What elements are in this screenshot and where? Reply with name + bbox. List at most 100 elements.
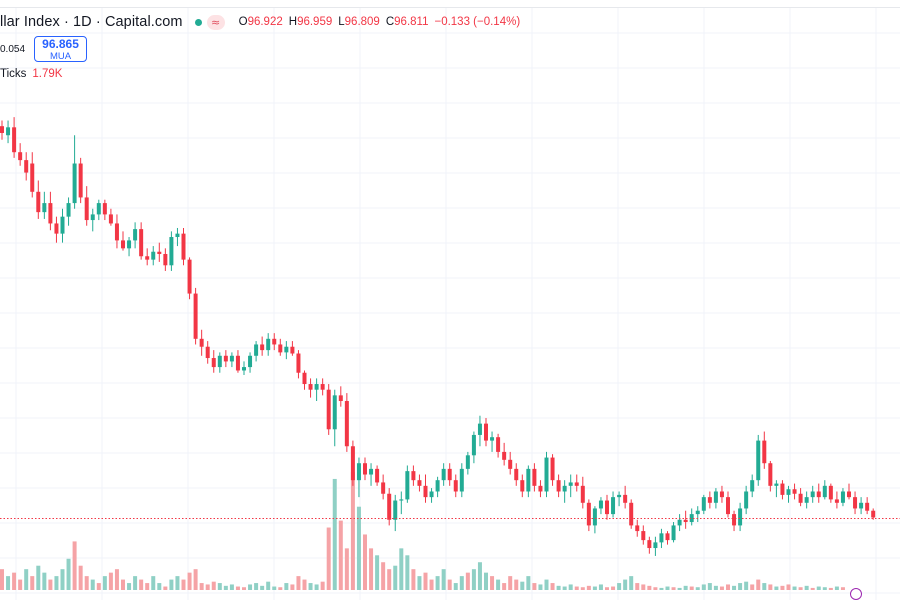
- volume-bar: [235, 586, 240, 590]
- candle-body: [260, 344, 265, 351]
- candle-body: [229, 355, 234, 362]
- volume-bar: [48, 579, 53, 590]
- candle-body: [484, 423, 488, 441]
- volume-bar: [477, 562, 482, 590]
- volume-bar: [175, 576, 180, 590]
- candle-body: [441, 468, 446, 481]
- volume-bar: [502, 583, 507, 590]
- candle-body: [193, 293, 198, 339]
- candle-body: [665, 533, 670, 541]
- candle-body: [677, 519, 682, 526]
- volume-bar: [78, 565, 83, 590]
- candle-body: [399, 499, 404, 501]
- candle-body: [853, 497, 858, 509]
- price-row: 0.054 96.865 MUA: [0, 34, 88, 64]
- candle-body: [713, 491, 718, 503]
- volume-bar: [302, 579, 307, 590]
- candle-body: [375, 468, 380, 483]
- candle-body: [320, 384, 325, 390]
- candle-body: [750, 480, 755, 492]
- volume-bar: [647, 585, 652, 590]
- volume-bar: [369, 548, 374, 590]
- candle-body: [405, 471, 410, 500]
- volume-bar: [417, 576, 422, 590]
- volume-bar: [532, 583, 537, 590]
- candle-body: [296, 353, 301, 373]
- candle-body: [145, 256, 150, 260]
- candle-body: [435, 480, 440, 492]
- volume-bar: [496, 579, 501, 590]
- volume-bar: [12, 572, 17, 590]
- candle-body: [798, 493, 803, 503]
- volume-bar: [520, 581, 525, 590]
- candle-body: [586, 502, 591, 526]
- indicator-circle-icon[interactable]: [850, 588, 862, 600]
- volume-bar: [350, 472, 355, 590]
- volume-bar: [810, 587, 815, 590]
- candle-body: [308, 384, 313, 390]
- legend-title-row: llar Index · 1D · Capital.com ≈ O96.922 …: [0, 13, 520, 31]
- symbol-title[interactable]: llar Index · 1D · Capital.com: [0, 14, 183, 30]
- volume-bar: [60, 569, 65, 590]
- market-status[interactable]: ≈: [194, 14, 225, 30]
- candle-body: [707, 497, 712, 503]
- volume-bar: [762, 583, 767, 590]
- volume-bar: [139, 579, 144, 590]
- candle-body: [447, 468, 452, 481]
- candle-body: [30, 163, 35, 192]
- volume-bar: [792, 586, 797, 590]
- ticks-indicator-legend[interactable]: Ticks 1.79K: [0, 68, 62, 80]
- open-value: 96.922: [247, 16, 283, 28]
- volume-bar: [780, 585, 785, 590]
- volume-bar: [423, 572, 428, 590]
- candle-body: [502, 451, 507, 460]
- candle-body: [550, 457, 555, 481]
- candle-body: [580, 485, 585, 503]
- candle-body: [695, 510, 700, 515]
- volume-bar: [157, 583, 162, 590]
- candle-body: [465, 455, 470, 469]
- volume-bar: [54, 576, 59, 590]
- volume-bar: [828, 587, 833, 590]
- volume-bar: [272, 586, 277, 590]
- volume-bar: [290, 584, 295, 590]
- volume-bar: [465, 572, 470, 590]
- high-value: 96.959: [297, 16, 333, 28]
- volume-bar: [671, 587, 676, 590]
- volume-bar: [72, 541, 77, 590]
- volume-bar: [484, 572, 488, 590]
- ohlc-values: O96.922 H96.959 L96.809 C96.811 −0.133 (…: [239, 16, 521, 28]
- volume-bars: [0, 472, 845, 590]
- volume-bar: [689, 586, 694, 590]
- open-key: O: [238, 16, 248, 28]
- volume-bar: [623, 579, 628, 590]
- low-key: L: [338, 16, 345, 28]
- volume-bar: [169, 579, 174, 590]
- volume-bar: [441, 569, 446, 590]
- candle-body: [350, 446, 355, 481]
- volume-bar: [308, 583, 313, 590]
- high-key: H: [288, 16, 298, 28]
- candle-body: [0, 126, 4, 133]
- top-toolbar-strip: [0, 0, 900, 8]
- ticks-value: 1.79K: [32, 68, 63, 80]
- candle-body: [429, 491, 434, 498]
- candle-body: [235, 355, 240, 371]
- volume-bar: [592, 586, 597, 590]
- candle-body: [248, 355, 253, 368]
- candle-body: [623, 494, 628, 503]
- candle-body: [314, 384, 319, 390]
- volume-bar: [108, 572, 113, 590]
- candle-body: [127, 240, 132, 249]
- volume-bar: [133, 576, 138, 590]
- price-candles: [0, 117, 876, 556]
- candle-body: [744, 491, 749, 509]
- partial-value: 0.054: [0, 43, 26, 55]
- candle-body: [157, 251, 162, 254]
- volume-bar: [732, 585, 737, 590]
- volume-bar: [707, 583, 712, 590]
- candle-body: [48, 203, 53, 224]
- candle-body: [477, 423, 482, 435]
- buy-price-button[interactable]: 96.865 MUA: [34, 36, 88, 62]
